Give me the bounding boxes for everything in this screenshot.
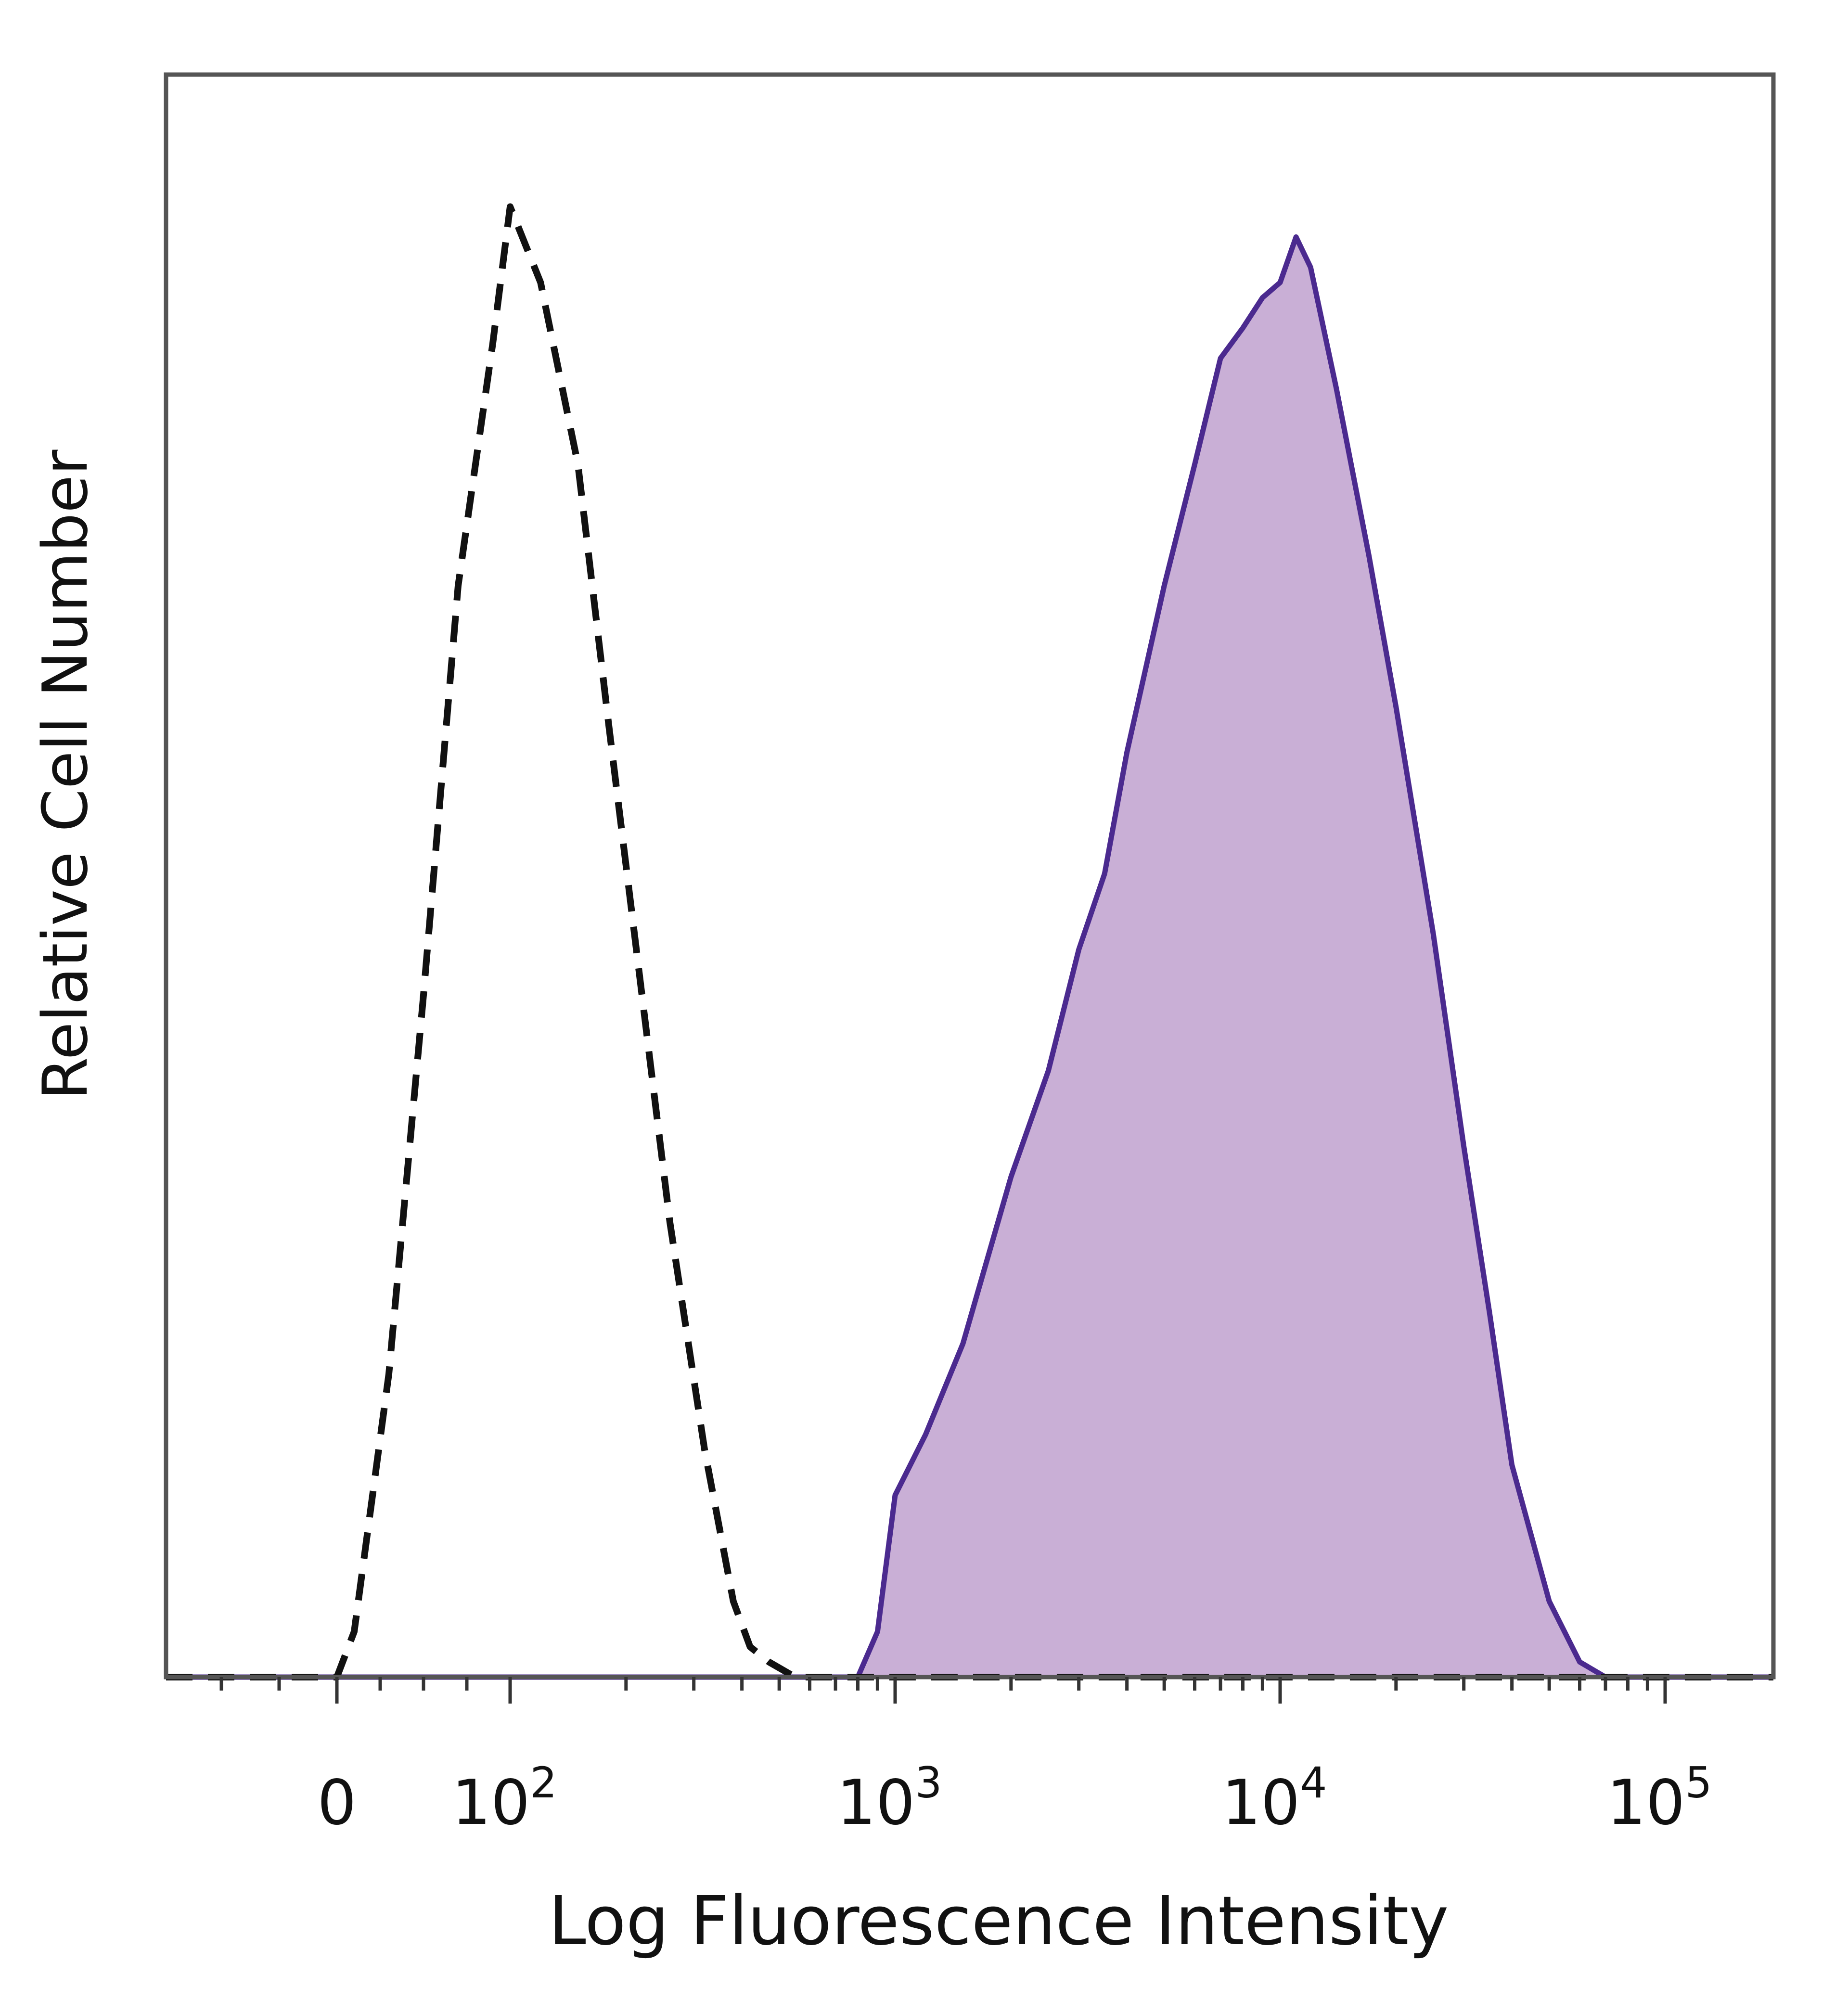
stained-histogram-line (166, 234, 1773, 1680)
x-tick-label: 103 (837, 1758, 942, 1839)
plot-layer (166, 203, 1773, 1680)
x-tick-label: 102 (452, 1758, 557, 1839)
isotype-histogram-line (166, 203, 1773, 1680)
x-tick-label: 104 (1222, 1758, 1327, 1839)
y-axis-title: Relative Cell Number (30, 449, 102, 1100)
x-tick-label: 105 (1607, 1758, 1712, 1839)
x-tick-label: 0 (317, 1767, 356, 1839)
plot-frame (164, 72, 1776, 1679)
x-axis-title: Log Fluorescence Intensity (549, 1882, 1449, 1961)
x-axis-tick-labels: 0 102 103 104 105 (317, 1758, 1712, 1839)
stained-histogram-fill (166, 237, 1773, 1677)
x-axis-ticks (219, 1677, 1667, 1704)
